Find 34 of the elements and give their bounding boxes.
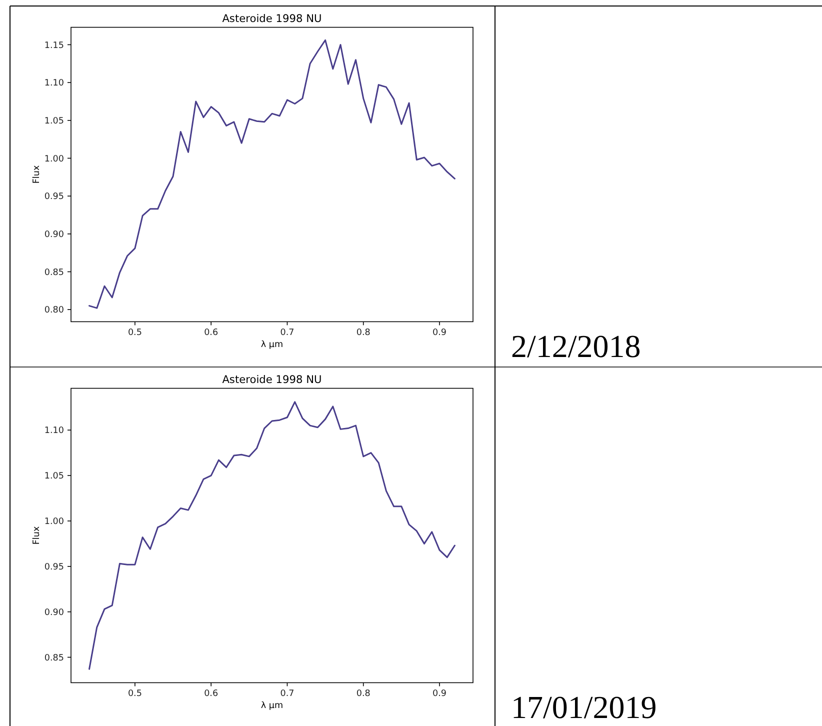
x-tick-label: 0.6 bbox=[204, 689, 218, 699]
x-tick-label: 0.7 bbox=[280, 328, 294, 338]
line-series bbox=[88, 39, 456, 309]
y-tick-label: 0.95 bbox=[44, 192, 64, 202]
chart-title: Asteroide 1998 NU bbox=[222, 12, 322, 25]
line-series bbox=[88, 401, 456, 670]
y-axis-title: Flux bbox=[32, 526, 42, 545]
chart-title: Asteroide 1998 NU bbox=[222, 374, 322, 386]
y-tick-label: 1.10 bbox=[44, 78, 64, 89]
x-tick-label: 0.5 bbox=[128, 689, 142, 699]
y-tick-label: 1.00 bbox=[44, 517, 64, 528]
x-tick-label: 0.9 bbox=[432, 328, 446, 338]
text: 2/12/2018 bbox=[511, 328, 641, 364]
y-tick-label: 0.95 bbox=[44, 562, 64, 572]
x-axis-title: λ µm bbox=[260, 340, 284, 350]
x-axis-title: λ µm bbox=[260, 701, 284, 712]
x-tick-label: 0.9 bbox=[432, 689, 446, 699]
y-tick-label: 0.90 bbox=[44, 608, 64, 618]
y-tick-label: 0.85 bbox=[44, 653, 64, 664]
text: 17/01/2019 bbox=[511, 689, 657, 725]
y-tick-label: 0.90 bbox=[44, 230, 64, 240]
x-tick-label: 0.8 bbox=[356, 689, 370, 699]
x-tick-label: 0.8 bbox=[356, 328, 370, 338]
y-tick-label: 0.85 bbox=[44, 268, 64, 278]
x-tick-label: 0.7 bbox=[280, 689, 294, 699]
x-tick-label: 0.5 bbox=[128, 328, 142, 338]
y-tick-label: 1.05 bbox=[44, 472, 64, 482]
y-tick-label: 1.15 bbox=[44, 40, 64, 51]
y-tick-label: 1.05 bbox=[44, 116, 64, 126]
x-tick-label: 0.6 bbox=[204, 328, 218, 338]
y-tick-label: 0.80 bbox=[44, 306, 64, 316]
y-tick-label: 1.10 bbox=[44, 426, 64, 436]
y-axis-title: Flux bbox=[32, 165, 42, 184]
y-tick-label: 1.00 bbox=[44, 154, 64, 164]
